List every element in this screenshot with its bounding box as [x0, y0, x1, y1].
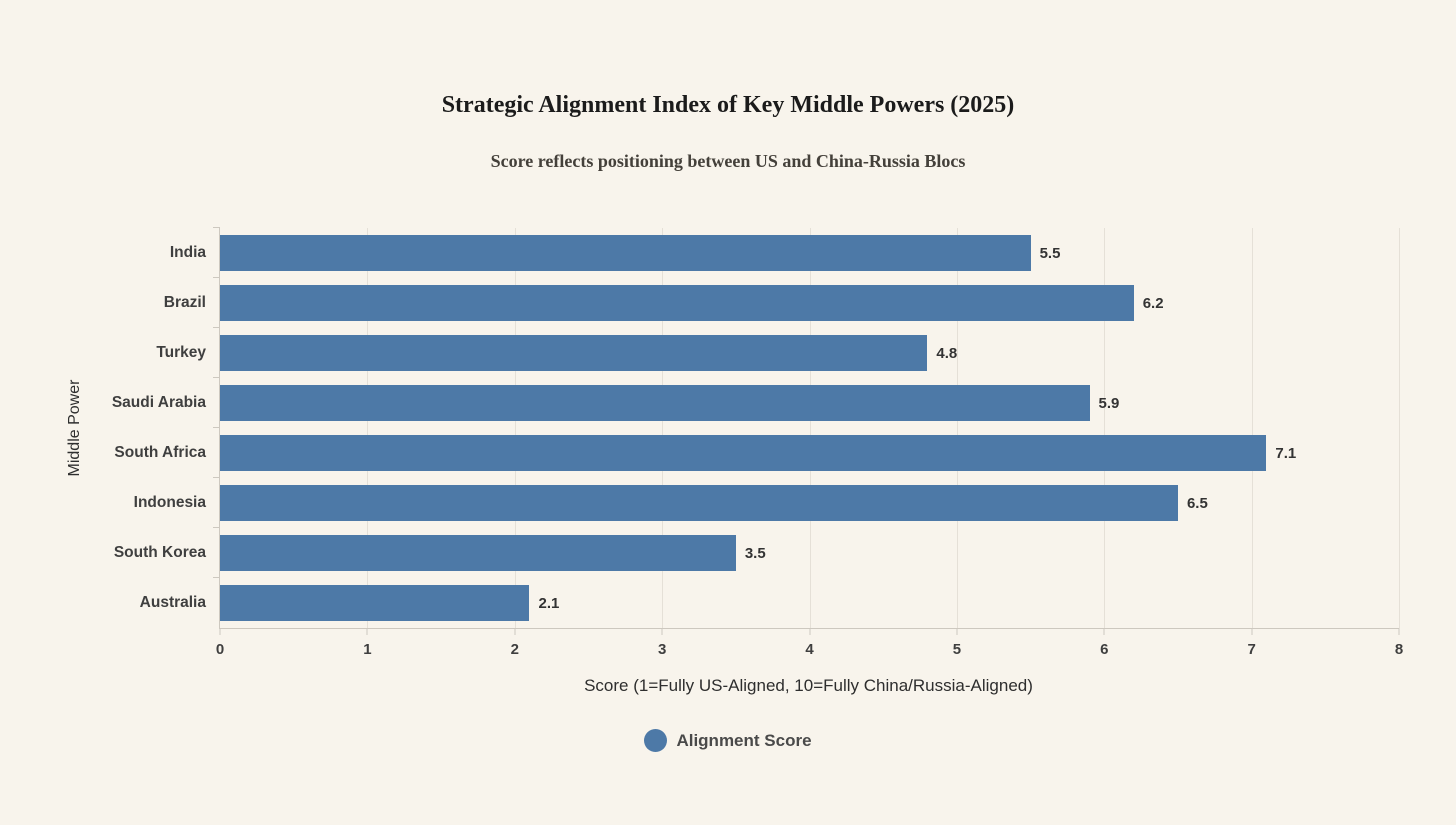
gridline: [367, 228, 369, 628]
category-label-south-korea: South Korea: [113, 544, 206, 561]
gridline: [1251, 228, 1253, 628]
x-axis-tick-label: 7: [1247, 641, 1256, 658]
bar-row: 4.8: [213, 327, 1399, 378]
plot-area: 5.5 6.2 4.8 5.9 7.1 6.5 3.5 2.1 0 1 2 3 4 5 6 7 8: [213, 227, 1403, 658]
bar-row: 6.2: [213, 277, 1399, 328]
bar-india[interactable]: [220, 235, 1031, 271]
bar-brazil[interactable]: [220, 285, 1134, 321]
legend-item-alignment-score[interactable]: Alignment Score: [0, 729, 1456, 752]
y-axis-tick: [213, 277, 220, 278]
x-axis-tick-label: 6: [1100, 641, 1109, 658]
legend-label: Alignment Score: [676, 730, 812, 750]
gridline: [809, 228, 811, 628]
bar-australia[interactable]: [220, 585, 530, 621]
y-axis-tick: [213, 477, 220, 478]
value-label: 2.1: [538, 594, 560, 612]
bar-saudi-arabia[interactable]: [220, 385, 1090, 421]
category-label-turkey: Turkey: [156, 344, 206, 361]
x-axis-tick: [514, 628, 516, 635]
x-axis-tick-label: 2: [510, 641, 519, 658]
y-axis-tick: [213, 377, 220, 378]
bar-south-africa[interactable]: [220, 435, 1267, 471]
gridline: [514, 228, 516, 628]
bar-south-korea[interactable]: [220, 535, 736, 571]
category-label-brazil: Brazil: [163, 294, 206, 311]
legend-circle-icon: [644, 729, 668, 752]
gridline: [956, 228, 958, 628]
gridline: [662, 228, 664, 628]
value-label: 7.1: [1275, 444, 1297, 462]
bar-row: 6.5: [213, 477, 1399, 528]
y-axis-tick: [213, 227, 220, 228]
x-axis-tick: [956, 628, 958, 635]
x-axis-tick: [219, 628, 221, 635]
x-axis-tick: [661, 628, 663, 635]
x-axis-tick-label: 5: [952, 641, 962, 658]
y-axis-labels: India Brazil Turkey Saudi Arabia South Afric…: [0, 228, 206, 628]
x-axis-tick-label: 0: [215, 641, 225, 658]
chart-title: Strategic Alignment Index of Key Middle …: [441, 92, 1015, 118]
category-label-south-africa: South Africa: [114, 444, 206, 461]
x-axis-tick-label: 1: [363, 641, 372, 658]
category-label-india: India: [169, 244, 206, 261]
x-axis-tick: [1251, 628, 1253, 635]
value-label: 6.5: [1186, 494, 1208, 512]
value-label: 5.5: [1039, 244, 1061, 262]
x-axis-tick: [1103, 628, 1105, 635]
bar-row: 2.1: [213, 577, 1399, 628]
bar-indonesia[interactable]: [220, 485, 1178, 521]
x-axis-title: Score (1=Fully US-Aligned, 10=Fully Chin…: [584, 676, 1033, 695]
category-label-australia: Australia: [139, 594, 206, 611]
gridline: [1104, 228, 1106, 628]
y-axis-tick: [213, 327, 220, 328]
y-axis-tick: [213, 527, 220, 528]
x-axis-tick-label: 3: [657, 641, 667, 658]
bar-turkey[interactable]: [220, 335, 928, 371]
bar-row: 3.5: [213, 527, 1399, 578]
chart-subtitle: Score reflects positioning between US an…: [490, 151, 966, 171]
category-label-indonesia: Indonesia: [133, 494, 206, 511]
category-label-saudi-arabia: Saudi Arabia: [111, 394, 206, 411]
value-label: 4.8: [936, 344, 958, 362]
value-label: 3.5: [744, 544, 766, 562]
value-label: 6.2: [1142, 294, 1164, 312]
value-label: 5.9: [1098, 394, 1120, 412]
bar-row: 5.5: [213, 227, 1399, 278]
y-axis-tick: [213, 577, 220, 578]
y-axis-tick: [213, 427, 220, 428]
x-axis-tick-label: 8: [1394, 641, 1404, 658]
x-axis-tick: [1398, 628, 1400, 635]
gridline: [1399, 228, 1400, 628]
bar-row: 5.9: [213, 377, 1399, 428]
x-axis-tick: [809, 628, 810, 635]
x-axis-tick-label: 4: [805, 641, 814, 658]
x-axis-tick: [366, 628, 368, 635]
bar-row: 7.1: [213, 427, 1399, 478]
